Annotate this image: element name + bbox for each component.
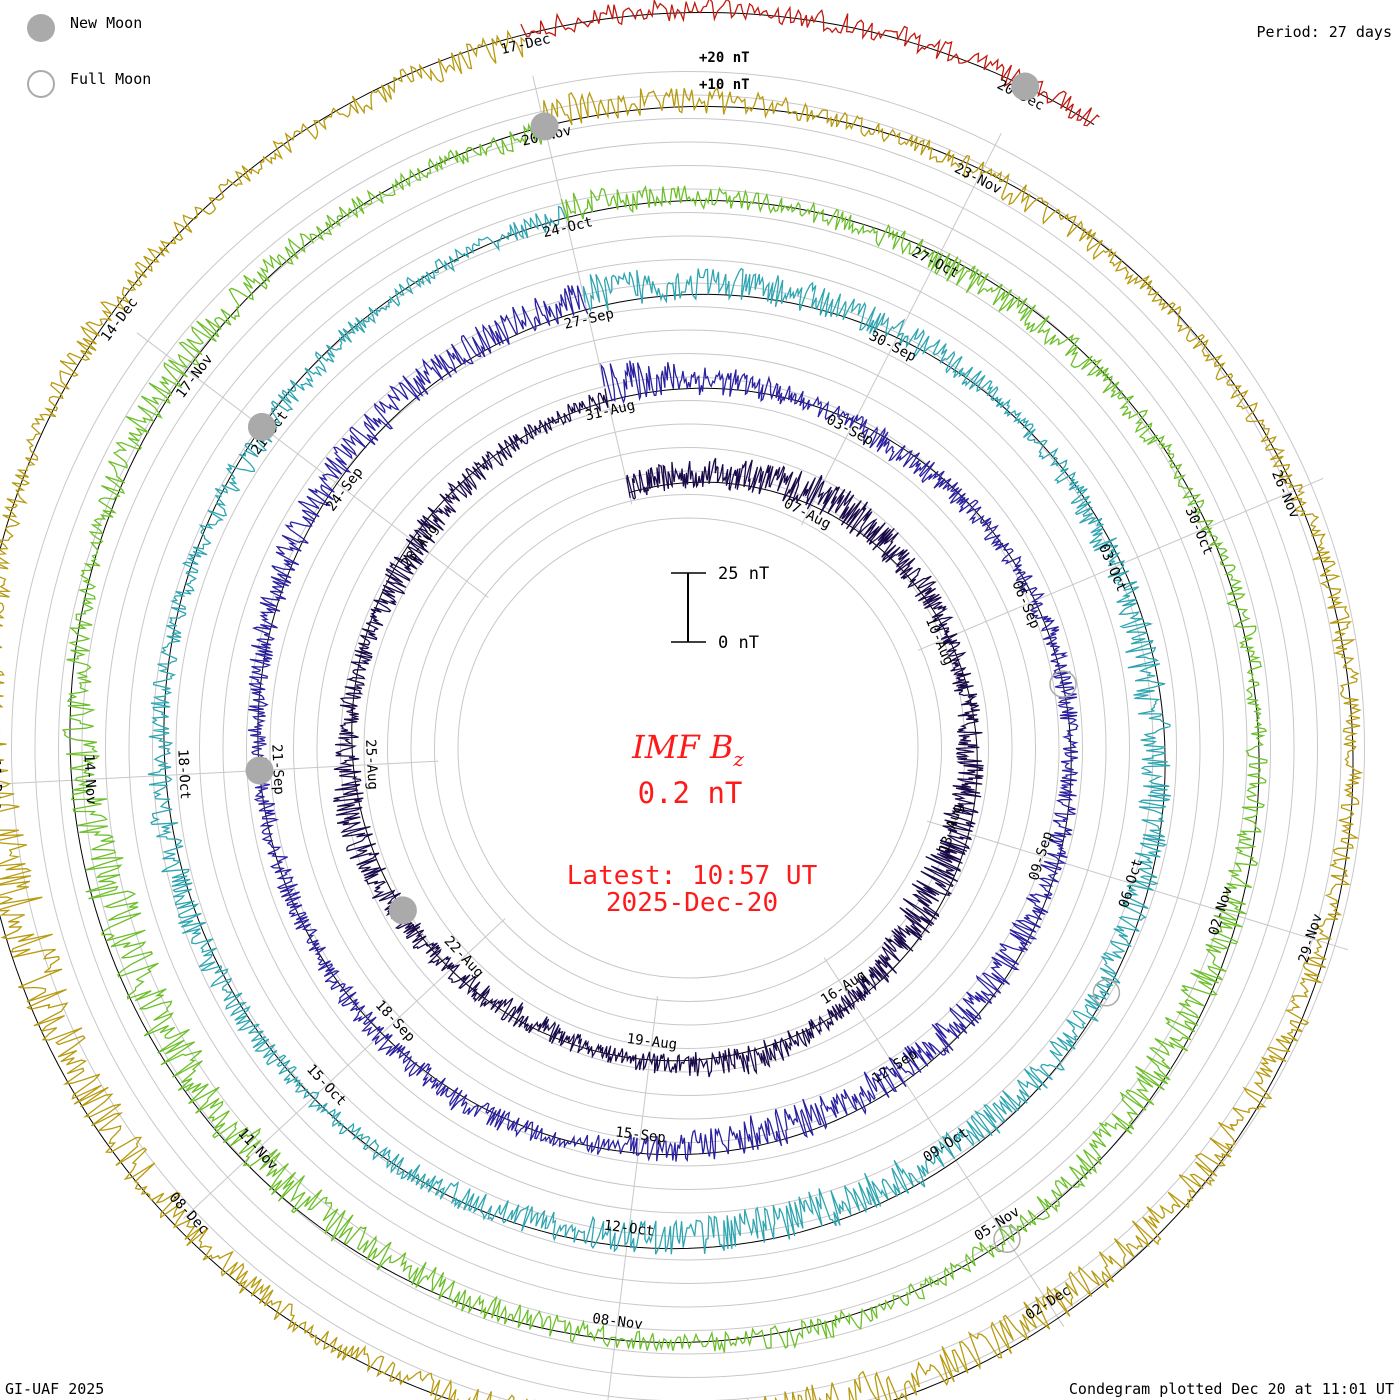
- new-moon-icon: [27, 14, 55, 42]
- date-label: 23-Nov: [952, 161, 1004, 198]
- date-label: 15-Oct: [303, 1061, 349, 1109]
- grid-spoke: [136, 332, 489, 598]
- grid-ring: [199, 259, 1177, 1237]
- parameter-title: IMF Bz: [631, 728, 744, 771]
- grid-ring: [105, 165, 1271, 1331]
- grid-ring: [11, 71, 1365, 1400]
- date-label: 12-Sep: [869, 1046, 920, 1087]
- grid-ring: [128, 188, 1248, 1308]
- trace-2025-12-17: [520, 0, 1100, 127]
- grid-spoke: [183, 918, 506, 1219]
- date-label: 05-Nov: [972, 1204, 1023, 1245]
- trace-2025-10-24: [61, 120, 1268, 1353]
- grid-ring: [269, 329, 1107, 1167]
- date-label: 08-Dec: [166, 1190, 212, 1238]
- date-label: 06-Sep: [1008, 578, 1042, 631]
- scale-label-20: +20 nT: [699, 50, 750, 66]
- date-label: 30-Oct: [1182, 505, 1216, 558]
- grid-ring: [457, 517, 919, 979]
- date-label: 14-Nov: [80, 754, 99, 805]
- grid-spoke: [823, 957, 1065, 1327]
- grid-rings: [11, 71, 1365, 1400]
- grid-ring: [58, 118, 1318, 1378]
- date-label: 27-Sep: [563, 306, 616, 333]
- full-moon-label: Full Moon: [70, 70, 151, 88]
- trace-2025-08-31: [247, 285, 1079, 1163]
- grid-ring: [363, 423, 1013, 1073]
- latest-time: Latest: 10:57 UT: [567, 861, 818, 891]
- baseline-spiral: [0, 11, 1354, 1400]
- grid-ring: [434, 494, 942, 1002]
- date-label: 18-Sep: [372, 997, 418, 1045]
- scale-bar-top-label: 25 nT: [718, 564, 769, 584]
- credit-label: GI-UAF 2025: [5, 1380, 104, 1398]
- date-label: 03-Oct: [1095, 542, 1129, 595]
- date-label: 21-Sep: [268, 744, 287, 795]
- latest-date: 2025-Dec-20: [606, 888, 778, 918]
- grid-ring: [152, 212, 1224, 1284]
- grid-ring: [340, 400, 1036, 1096]
- grid-ring: [387, 447, 989, 1049]
- date-label: 30-Sep: [866, 328, 918, 365]
- scale-bar: [671, 572, 706, 643]
- zero-baseline: [0, 11, 1354, 1400]
- date-label: 12-Oct: [603, 1218, 655, 1240]
- new-moon-marker: [530, 112, 559, 141]
- trace-2025-08-04: [333, 388, 984, 1078]
- trace-2025-09-27: [147, 205, 1172, 1255]
- new-moon-marker: [247, 412, 276, 441]
- new-moon-marker: [1011, 72, 1040, 101]
- date-label: 09-Oct: [920, 1125, 971, 1166]
- grid-ring: [34, 94, 1342, 1400]
- grid-ring: [246, 306, 1130, 1190]
- grid-spoke: [607, 996, 658, 1400]
- grid-spoke: [917, 477, 1324, 651]
- moon-markers: [245, 72, 1121, 1254]
- date-label: 11-Nov: [234, 1126, 280, 1174]
- date-label: 15-Sep: [614, 1124, 666, 1146]
- full-moon-marker: [1049, 670, 1077, 698]
- new-moon-marker: [388, 896, 417, 925]
- plotted-label: Condegram plotted Dec 20 at 11:01 UT: [1069, 1380, 1394, 1398]
- date-label: 25-Aug: [362, 739, 381, 790]
- date-label: 18-Oct: [174, 749, 193, 800]
- new-moon-label: New Moon: [70, 14, 142, 32]
- full-moon-marker: [1092, 979, 1121, 1007]
- date-label: 26-Nov: [1268, 468, 1302, 521]
- grid-ring: [81, 141, 1295, 1355]
- date-label: 11-Dec: [0, 759, 5, 810]
- new-moon-marker: [245, 756, 274, 785]
- trace-2025-11-20: [0, 29, 1364, 1400]
- grid-spoke: [532, 75, 633, 505]
- grid-ring: [316, 376, 1060, 1120]
- date-label: 08-Nov: [591, 1311, 643, 1333]
- grid-ring: [293, 353, 1083, 1143]
- grid-spoke: [801, 132, 1002, 526]
- data-traces: [0, 0, 1364, 1400]
- full-moon-icon: [27, 70, 55, 98]
- period-label: Period: 27 days: [1257, 23, 1392, 41]
- date-label: 27-Oct: [909, 244, 961, 281]
- full-moon-marker: [993, 1225, 1021, 1254]
- scale-label-10: +10 nT: [699, 77, 750, 93]
- scale-bar-bottom-label: 0 nT: [718, 633, 759, 653]
- grid-spoke: [926, 820, 1349, 951]
- date-label: 19-Aug: [626, 1031, 678, 1053]
- current-value: 0.2 nT: [638, 776, 743, 810]
- grid-ring: [175, 235, 1201, 1261]
